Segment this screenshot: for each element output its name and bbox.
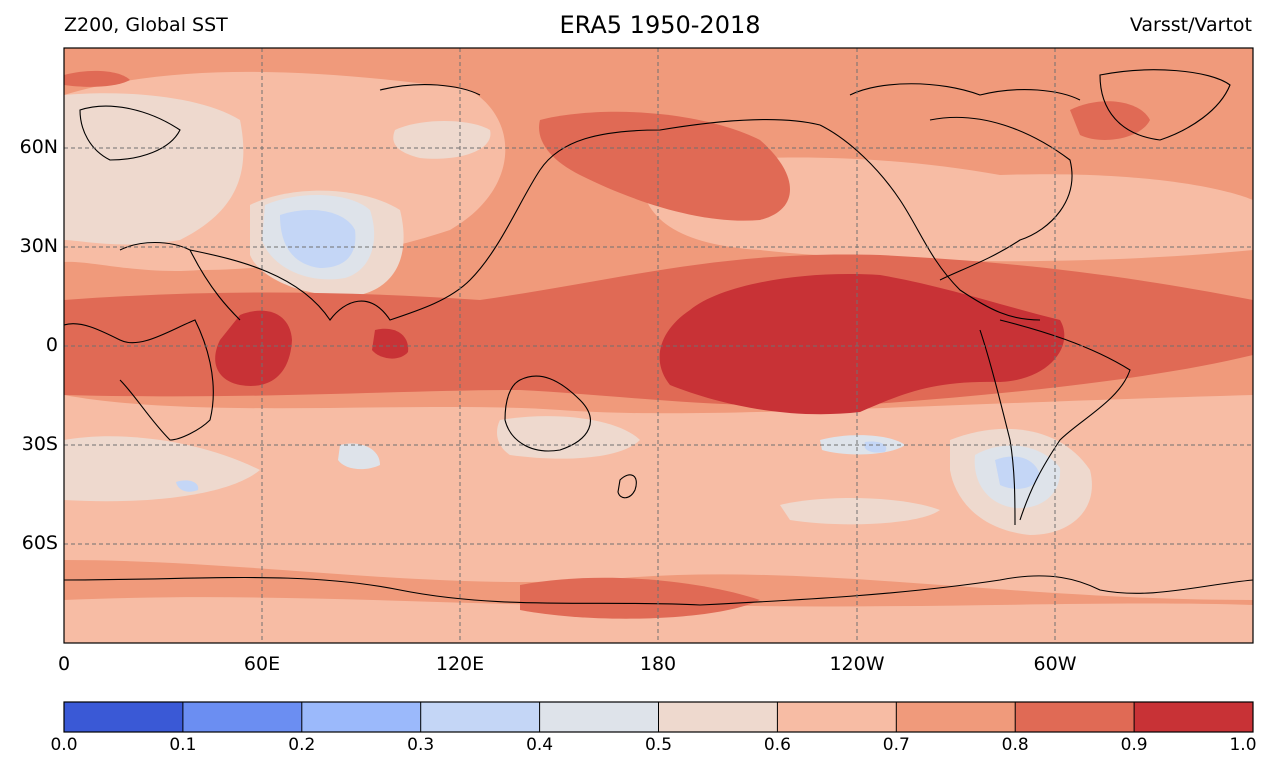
colorbar-bin-0: [64, 702, 183, 732]
colorbar-bin-2: [301, 702, 421, 732]
colorbar-bin-3: [420, 702, 540, 732]
colorbar-bin-1: [182, 702, 302, 732]
colorbar-tick-1: 0.1: [169, 735, 197, 755]
colorbar-tick-6: 0.6: [763, 735, 791, 755]
colorbar-tick-3: 0.3: [407, 735, 435, 755]
lon-label-0: 0: [57, 653, 71, 675]
lon-label-60e: 60E: [243, 653, 281, 675]
colorbar-bin-4: [539, 702, 659, 732]
lon-label-60w: 60W: [1033, 653, 1077, 675]
colorbar-tick-9: 0.9: [1120, 735, 1148, 755]
field-3-asia: [280, 210, 356, 268]
colorbar-bin-7: [896, 702, 1016, 732]
field-light-northpac: [640, 157, 1253, 262]
lat-label-eq: 0: [45, 334, 58, 356]
colorbar-tick-0: 0.0: [50, 735, 78, 755]
colorbar: [63, 701, 1254, 733]
lat-label-60n: 60N: [19, 136, 58, 158]
colorbar-tick-5: 0.5: [644, 735, 673, 755]
colorbar-bin-5: [658, 702, 778, 732]
field-9-pacific: [659, 274, 1065, 415]
field-light-antarctic: [64, 597, 1253, 643]
colorbar-tick-4: 0.4: [526, 735, 554, 755]
colorbar-tick-7: 0.7: [882, 735, 910, 755]
lon-label-120w: 120W: [829, 653, 885, 675]
field-5-europe: [64, 93, 244, 245]
colorbar-bin-9: [1134, 702, 1253, 732]
colorbar-bin-8: [1015, 702, 1135, 732]
colorbar-tick-2: 0.2: [288, 735, 316, 755]
map-frame: [63, 47, 1254, 644]
lon-label-180: 180: [639, 653, 677, 675]
lat-label-60s: 60S: [21, 532, 58, 554]
center-title: ERA5 1950-2018: [559, 11, 761, 39]
coastlines: [64, 69, 1253, 606]
lat-label-30n: 30N: [19, 235, 58, 257]
colorbar-tick-8: 0.8: [1001, 735, 1029, 755]
left-title: Z200, Global SST: [64, 14, 228, 36]
colorbar-bin-6: [777, 702, 897, 732]
colorbar-tick-10: 1.0: [1229, 735, 1257, 755]
lat-label-30s: 30S: [21, 433, 58, 455]
lon-label-120e: 120E: [435, 653, 485, 675]
right-title: Varsst/Vartot: [1129, 14, 1252, 36]
colorbar-frame: [63, 701, 1254, 733]
graticule: [64, 48, 1253, 643]
